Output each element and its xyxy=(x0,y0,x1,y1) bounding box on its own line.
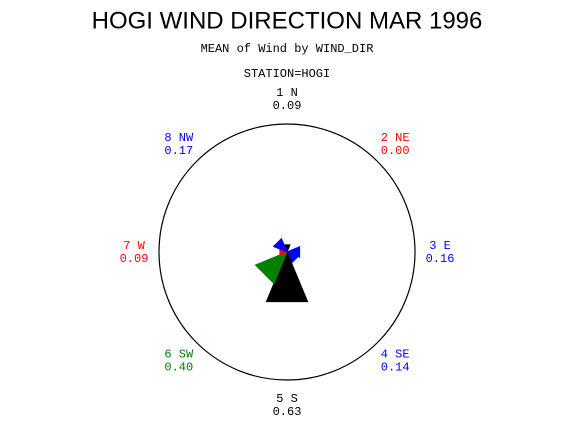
value-label: 0.16 xyxy=(426,252,455,266)
value-label: 0.40 xyxy=(164,360,193,374)
outer-circle xyxy=(158,123,416,381)
value-label: 0.17 xyxy=(164,144,193,158)
value-label: 0.09 xyxy=(273,99,302,113)
direction-label: 7 W xyxy=(123,239,145,253)
chart-subtitle: MEAN of Wind by WIND_DIR xyxy=(201,42,374,56)
chart-title: HOGI WIND DIRECTION MAR 1996 xyxy=(92,7,483,34)
value-label: 0.09 xyxy=(120,252,149,266)
direction-label: 6 SW xyxy=(164,347,194,361)
station-label: STATION=HOGI xyxy=(244,67,330,81)
direction-label: 4 SE xyxy=(381,347,410,361)
direction-label: 5 S xyxy=(276,392,298,406)
value-label: 0.14 xyxy=(381,360,410,374)
direction-label: 8 NW xyxy=(164,131,194,145)
wedge xyxy=(272,237,288,253)
direction-label: 2 NE xyxy=(381,131,410,145)
value-label: 0.00 xyxy=(381,144,410,158)
direction-label: 3 E xyxy=(429,239,451,253)
value-label: 0.63 xyxy=(273,405,302,419)
wedge xyxy=(254,251,288,285)
direction-label: 1 N xyxy=(276,86,298,100)
